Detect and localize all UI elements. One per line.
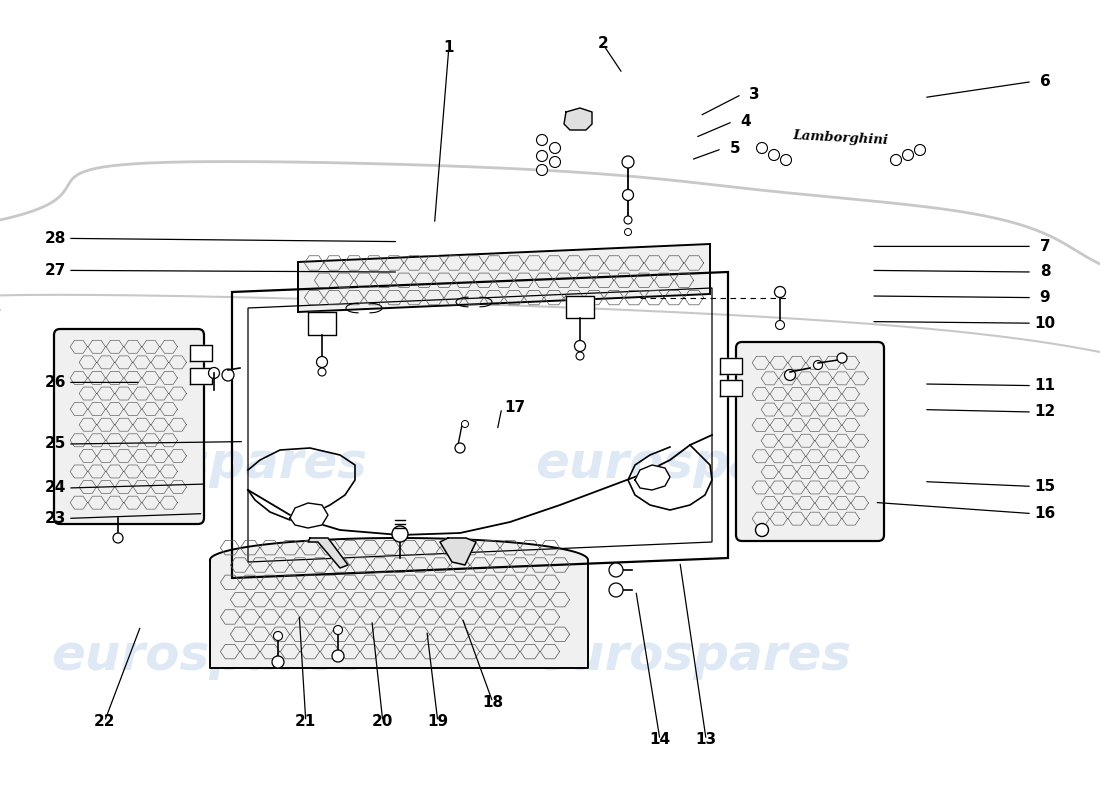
Circle shape (625, 229, 631, 235)
Text: 1: 1 (443, 41, 454, 55)
Text: eurospares: eurospares (535, 632, 851, 680)
Text: 24: 24 (44, 481, 66, 495)
Circle shape (781, 154, 792, 166)
Circle shape (769, 150, 780, 161)
Circle shape (550, 157, 561, 167)
Circle shape (609, 583, 623, 597)
Text: eurospares: eurospares (51, 632, 367, 680)
Polygon shape (635, 465, 670, 490)
Text: 26: 26 (44, 375, 66, 390)
Circle shape (784, 370, 795, 381)
Circle shape (272, 656, 284, 668)
Text: 4: 4 (740, 114, 751, 129)
Circle shape (574, 341, 585, 351)
Circle shape (333, 626, 342, 634)
Text: 27: 27 (44, 263, 66, 278)
Circle shape (609, 563, 623, 577)
Polygon shape (298, 244, 710, 312)
Text: 22: 22 (94, 714, 115, 729)
Circle shape (113, 533, 123, 543)
Polygon shape (564, 108, 592, 130)
Polygon shape (720, 380, 742, 396)
Text: 14: 14 (649, 733, 671, 747)
Circle shape (757, 142, 768, 154)
Text: 11: 11 (1034, 378, 1056, 393)
Text: 8: 8 (1040, 265, 1050, 279)
Circle shape (891, 154, 902, 166)
Text: Lamborghini: Lamborghini (792, 129, 888, 147)
Text: 18: 18 (482, 695, 504, 710)
Text: 5: 5 (729, 142, 740, 156)
Polygon shape (566, 296, 594, 318)
Text: 19: 19 (427, 714, 449, 729)
Text: 7: 7 (1040, 239, 1050, 254)
Circle shape (537, 165, 548, 175)
Polygon shape (308, 538, 348, 568)
Circle shape (621, 156, 634, 168)
Text: 21: 21 (295, 714, 317, 729)
FancyBboxPatch shape (54, 329, 204, 524)
Polygon shape (190, 345, 212, 361)
Text: eurospares: eurospares (535, 440, 851, 488)
Circle shape (914, 145, 925, 155)
Circle shape (209, 367, 220, 378)
Circle shape (623, 190, 634, 201)
Text: eurospares: eurospares (51, 440, 367, 488)
Text: 10: 10 (1034, 316, 1056, 330)
FancyBboxPatch shape (736, 342, 884, 541)
Text: 20: 20 (372, 714, 394, 729)
Circle shape (455, 443, 465, 453)
Circle shape (624, 216, 632, 224)
Circle shape (274, 631, 283, 641)
Polygon shape (210, 538, 588, 668)
Circle shape (222, 369, 234, 381)
Polygon shape (190, 368, 212, 384)
Circle shape (462, 421, 469, 427)
Text: 16: 16 (1034, 506, 1056, 521)
Circle shape (392, 526, 408, 542)
Text: 9: 9 (1040, 290, 1050, 305)
Circle shape (332, 650, 344, 662)
Circle shape (550, 142, 561, 154)
Text: 3: 3 (749, 87, 760, 102)
Circle shape (814, 361, 823, 370)
Text: 23: 23 (44, 511, 66, 526)
Circle shape (318, 368, 326, 376)
Circle shape (837, 353, 847, 363)
Text: 17: 17 (504, 401, 526, 415)
Text: 15: 15 (1034, 479, 1056, 494)
Circle shape (576, 352, 584, 360)
Circle shape (317, 357, 328, 367)
Circle shape (776, 321, 784, 330)
Text: 6: 6 (1040, 74, 1050, 89)
Polygon shape (290, 503, 328, 528)
Text: 13: 13 (695, 733, 717, 747)
Text: 28: 28 (44, 231, 66, 246)
Circle shape (902, 150, 913, 161)
Circle shape (537, 150, 548, 162)
Polygon shape (720, 358, 742, 374)
Circle shape (537, 134, 548, 146)
Circle shape (756, 523, 769, 537)
Circle shape (774, 286, 785, 298)
Text: 25: 25 (44, 437, 66, 451)
Polygon shape (308, 312, 336, 335)
Text: 12: 12 (1034, 405, 1056, 419)
Polygon shape (440, 538, 476, 565)
Text: 2: 2 (597, 37, 608, 51)
